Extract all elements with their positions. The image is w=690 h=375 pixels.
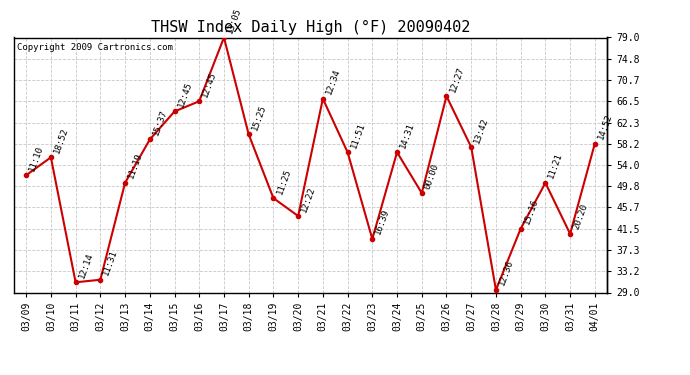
Text: 11:19: 11:19 <box>126 152 144 180</box>
Text: 12:27: 12:27 <box>448 65 466 93</box>
Text: 14:31: 14:31 <box>398 121 416 150</box>
Text: 15:25: 15:25 <box>250 103 268 132</box>
Text: 12:34: 12:34 <box>324 68 342 96</box>
Text: 11:31: 11:31 <box>101 249 119 277</box>
Text: 15:37: 15:37 <box>151 108 169 137</box>
Text: 14:52: 14:52 <box>596 112 614 141</box>
Text: 11:21: 11:21 <box>546 152 564 180</box>
Text: 13:42: 13:42 <box>473 116 491 144</box>
Text: 20:20: 20:20 <box>571 203 589 231</box>
Text: 12:45: 12:45 <box>176 80 194 109</box>
Text: 12:14: 12:14 <box>77 251 95 279</box>
Text: 13:05: 13:05 <box>226 6 243 35</box>
Text: 12:22: 12:22 <box>299 185 317 213</box>
Text: 11:25: 11:25 <box>275 167 293 195</box>
Text: 12:36: 12:36 <box>497 259 515 287</box>
Text: 11:10: 11:10 <box>28 144 46 172</box>
Text: 12:45: 12:45 <box>201 70 218 99</box>
Text: 15:16: 15:16 <box>522 198 540 226</box>
Text: 16:39: 16:39 <box>374 208 391 236</box>
Text: 18:52: 18:52 <box>52 126 70 154</box>
Text: 00:00: 00:00 <box>423 162 441 190</box>
Text: Copyright 2009 Cartronics.com: Copyright 2009 Cartronics.com <box>17 43 172 52</box>
Text: 11:51: 11:51 <box>349 121 366 150</box>
Title: THSW Index Daily High (°F) 20090402: THSW Index Daily High (°F) 20090402 <box>151 20 470 35</box>
